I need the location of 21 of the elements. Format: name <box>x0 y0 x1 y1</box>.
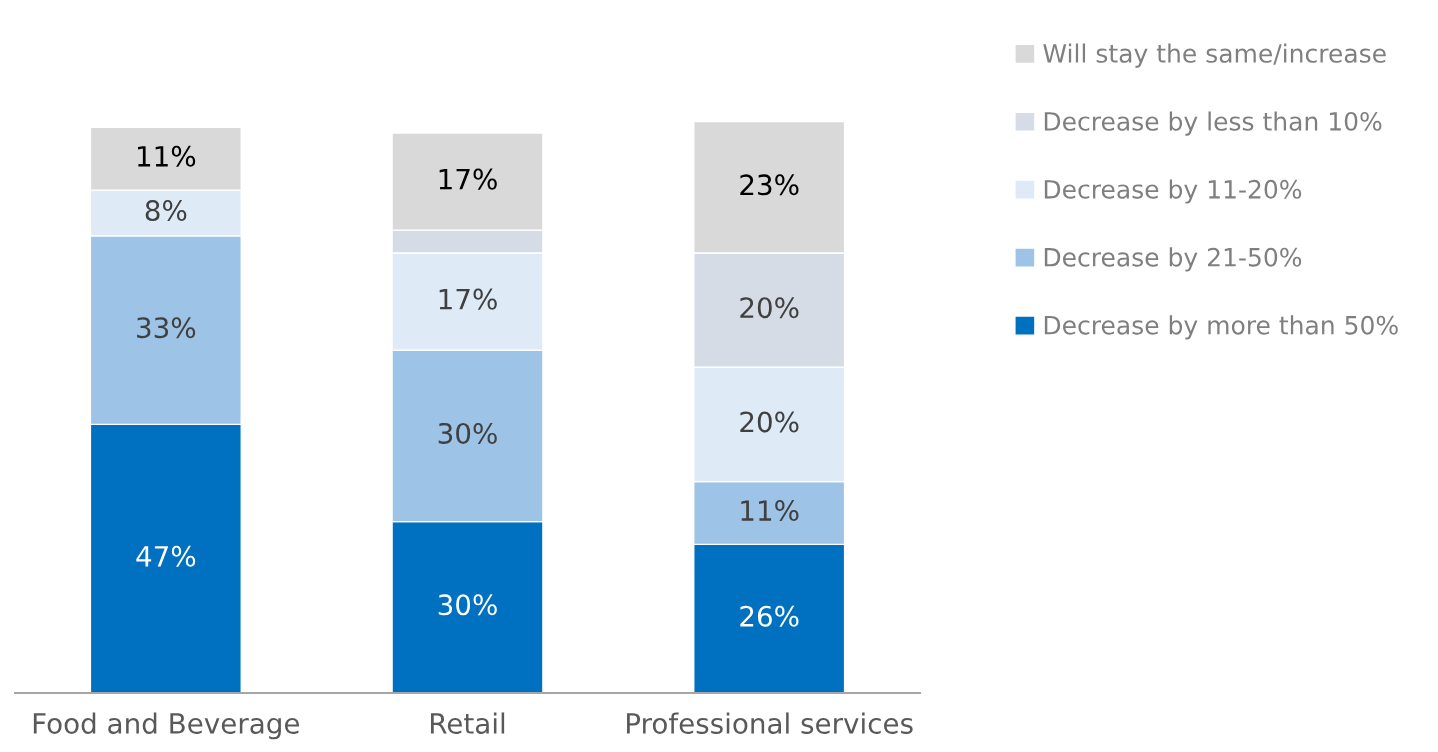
data-label: 20% <box>740 297 799 319</box>
x-tick-label: Food and Beverage <box>33 712 300 740</box>
data-label: 8% <box>145 200 187 222</box>
data-label: 30% <box>438 422 497 444</box>
data-label: 17% <box>439 168 497 190</box>
data-label: 23% <box>740 174 799 196</box>
data-label: 20% <box>740 411 799 433</box>
data-label: 33% <box>137 317 196 339</box>
legend-label: Decrease by 11-20% <box>1044 179 1302 204</box>
legend-label: Will stay the same/increase <box>1043 43 1386 68</box>
legend-label: Decrease by 21-50% <box>1044 247 1302 272</box>
legend-label: Decrease by more than 50% <box>1044 315 1398 340</box>
data-label: 26% <box>740 605 799 627</box>
data-label: 47% <box>136 545 196 567</box>
legend-label: Decrease by less than 10% <box>1044 111 1382 136</box>
data-label: 11% <box>138 145 196 167</box>
x-tick-label: Professional services <box>627 712 913 734</box>
data-label: 11% <box>741 500 799 522</box>
data-label: 30% <box>438 594 497 616</box>
data-label: 17% <box>439 288 497 310</box>
x-tick-label: Retail <box>430 712 505 734</box>
